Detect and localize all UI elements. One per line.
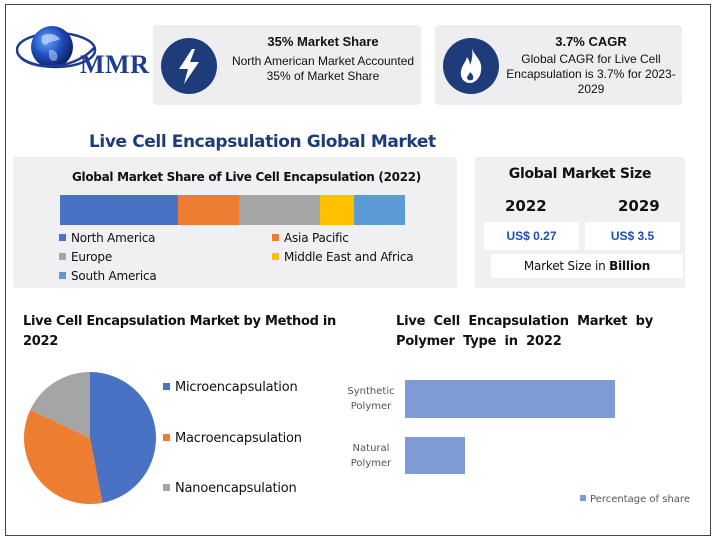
value-2022: US$ 0.27 — [484, 222, 579, 250]
card-description: North American Market Accounted 35% of M… — [231, 54, 415, 83]
bar-synthetic-polymer — [405, 380, 615, 418]
mmr-logo: MMR — [15, 22, 150, 82]
legend-label: Middle East and Africa — [284, 250, 414, 264]
stacked-bar — [60, 195, 405, 225]
legend-europe: Europe — [59, 250, 112, 264]
legend-swatch — [59, 253, 66, 260]
brand-name: MMR — [80, 50, 150, 79]
legend-label: Asia Pacific — [284, 231, 349, 245]
legend-label: Microencapsulation — [175, 380, 298, 395]
pie-slice-nanoencapsulation — [30, 372, 90, 438]
legend-swatch — [59, 272, 66, 279]
legend-label: North America — [71, 231, 156, 245]
market-size-panel: Global Market Size 2022 2029 US$ 0.27 US… — [475, 157, 685, 288]
legend-label: Percentage of share — [590, 494, 690, 505]
category-label: Natural — [353, 443, 390, 454]
market-size-note: Market Size in Billion — [491, 254, 683, 278]
market-share-card: 35% Market Share North American Market A… — [153, 25, 421, 105]
category-label: Synthetic — [347, 386, 394, 397]
bar-segment-south-america — [354, 195, 405, 225]
legend-middle-east-africa: Middle East and Africa — [272, 250, 414, 264]
bar-segment-north-america — [60, 195, 179, 225]
polymer-chart-title: Live Cell Encapsulation Market by Polyme… — [396, 314, 654, 349]
card-title: 35% Market Share — [267, 34, 379, 49]
market-share-panel: Global Market Share of Live Cell Encapsu… — [13, 157, 457, 288]
chart-title: Global Market Share of Live Cell Encapsu… — [72, 170, 421, 184]
globe-icon — [15, 26, 97, 69]
category-label: Polymer — [351, 458, 392, 469]
method-chart-title: Live Cell Encapsulation Market by Method… — [23, 314, 336, 349]
legend-swatch — [272, 234, 279, 241]
bar-segment-europe — [239, 195, 321, 225]
year-2022: 2022 — [505, 197, 547, 215]
cagr-card: 3.7% CAGR Global CAGR for Live Cell Enca… — [435, 25, 682, 105]
legend-label: Europe — [71, 250, 112, 264]
legend-label: Macroencapsulation — [175, 431, 302, 446]
pie-slice-microencapsulation — [90, 372, 157, 503]
legend-swatch — [163, 434, 170, 441]
bar-natural-polymer — [405, 437, 465, 474]
note-unit: Billion — [609, 259, 651, 273]
polymer-bar-chart: Synthetic Polymer Natural Polymer Percentage… — [347, 380, 690, 505]
card-title: 3.7% CAGR — [555, 34, 627, 49]
year-2029: 2029 — [618, 197, 660, 215]
legend-macroencapsulation: Macroencapsulation — [163, 431, 302, 446]
legend-swatch — [163, 383, 170, 390]
flame-icon — [443, 38, 499, 94]
bar-segment-asia-pacific — [178, 195, 240, 225]
legend-swatch — [163, 484, 170, 491]
legend-north-america: North America — [59, 231, 155, 245]
note-prefix: Market Size in — [523, 259, 610, 273]
value-2029: US$ 3.5 — [585, 222, 680, 250]
legend-label: South America — [71, 269, 157, 283]
legend-swatch — [272, 253, 279, 260]
legend-label: Nanoencapsulation — [175, 481, 297, 496]
legend-south-america: South America — [59, 269, 157, 283]
pie-slice-macroencapsulation — [23, 409, 103, 504]
card-description: Global CAGR for Live Cell Encapsulation … — [506, 52, 676, 96]
infographic-frame — [5, 4, 711, 536]
legend-swatch — [59, 234, 66, 241]
method-pie-chart — [23, 372, 157, 504]
category-label: Polymer — [351, 401, 392, 412]
bar-segment-middle-east-and-africa — [320, 195, 355, 225]
page-title: Live Cell Encapsulation Global Market — [89, 132, 436, 152]
lightning-bolt-icon — [161, 38, 217, 94]
legend-swatch — [580, 495, 586, 501]
market-size-title: Global Market Size — [508, 166, 652, 182]
legend-asia-pacific: Asia Pacific — [272, 231, 349, 245]
legend-microencapsulation: Microencapsulation — [163, 380, 298, 395]
legend-nanoencapsulation: Nanoencapsulation — [163, 481, 297, 496]
